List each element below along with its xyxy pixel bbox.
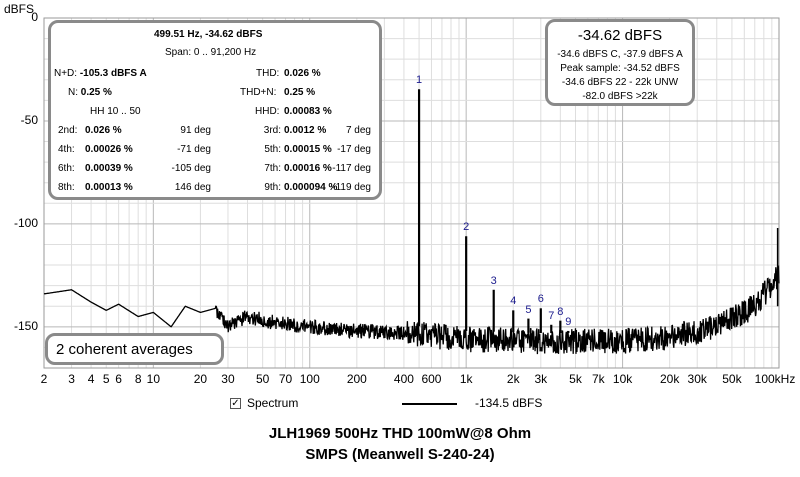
- x-tick-label: 2: [40, 372, 48, 386]
- x-tick-label: 5: [102, 372, 110, 386]
- harmonic-marker-label: 8: [557, 305, 564, 318]
- chart-title-line-1: JLH1969 500Hz THD 100mW@8 Ohm: [268, 425, 532, 442]
- n-row: N: 0.25 %: [68, 87, 112, 98]
- level-line-3: -34.6 dBFS 22 - 22k UNW: [561, 77, 679, 88]
- harmonic-cell: 4th:: [58, 144, 75, 155]
- harmonic-cell: -117 deg: [332, 163, 371, 174]
- harmonic-marker-label: 6: [537, 293, 544, 306]
- level-main: -34.62 dBFS: [577, 27, 663, 44]
- hhd-value: 0.00083 %: [284, 106, 332, 117]
- harmonic-marker-label: 7: [548, 309, 555, 322]
- x-tick-label: 100: [299, 372, 320, 386]
- y-tick-label: -150: [13, 318, 38, 333]
- legend-label: Spectrum: [247, 396, 299, 410]
- harmonic-cell: -105 deg: [171, 163, 211, 174]
- chart-title-line-2: SMPS (Meanwell S-240-24): [305, 446, 495, 463]
- x-tick-label: 10: [146, 372, 161, 386]
- thd-value: 0.026 %: [284, 68, 321, 79]
- x-tick-label: 30: [221, 372, 235, 386]
- hh-label: HH 10 .. 50: [90, 106, 141, 117]
- harmonic-marker-label: 5: [525, 303, 532, 316]
- harmonic-cell: 0.0012 %: [284, 125, 327, 136]
- harmonic-cell: 0.00015 %: [284, 144, 332, 155]
- harmonic-cell: 7th:: [264, 163, 281, 174]
- x-tick-label: 10k: [612, 372, 633, 386]
- harmonic-cell: -119 deg: [332, 182, 371, 193]
- harmonic-cell: 3rd:: [263, 125, 281, 136]
- x-tick-label: 200: [346, 372, 367, 386]
- info-span: Span: 0 .. 91,200 Hz: [165, 47, 257, 58]
- harmonic-cell: 91 deg: [180, 125, 211, 136]
- harmonic-cell: 146 deg: [174, 182, 211, 193]
- x-tick-label: 7k: [592, 372, 605, 386]
- harmonic-marker-label: 9: [565, 315, 572, 328]
- x-tick-label: 1k: [459, 372, 473, 386]
- x-tick-label: 4: [87, 372, 95, 386]
- x-tick-label: 5k: [569, 372, 582, 386]
- x-tick-label: 3k: [534, 372, 548, 386]
- hhd-label: HHD:: [255, 106, 280, 117]
- spectrum-checkbox[interactable]: ✓: [230, 397, 241, 409]
- x-tick-label: 20k: [659, 372, 680, 386]
- harmonic-marker-label: 3: [490, 274, 497, 287]
- y-tick-label: -100: [13, 215, 38, 230]
- thdn-value: 0.25 %: [284, 87, 316, 98]
- legend-line-swatch: [402, 403, 457, 405]
- thd-label: THD:: [256, 68, 280, 79]
- x-tick-label: 50k: [722, 372, 742, 386]
- x-tick-label: 2k: [506, 372, 520, 386]
- harmonic-cell: 0.026 %: [85, 125, 122, 136]
- y-tick-label: -50: [20, 112, 38, 127]
- level-line-4: -82.0 dBFS >22k: [582, 91, 658, 102]
- thdn-label: THD+N:: [240, 87, 277, 98]
- info-header: 499.51 Hz, -34.62 dBFS: [154, 29, 263, 40]
- x-tick-label: 600: [421, 372, 442, 386]
- x-tick-label: 100kHz: [754, 372, 796, 386]
- harmonic-cell: 0.00026 %: [85, 144, 133, 155]
- spectrum-line: [43, 264, 780, 355]
- plot-area-frame: [43, 17, 780, 369]
- x-tick-label: 20: [193, 372, 208, 386]
- harmonic-cell: -71 deg: [177, 144, 211, 155]
- harmonic-cell: 0.00013 %: [85, 182, 133, 193]
- spectrum-trace: [43, 89, 780, 355]
- harmonic-marker-label: 1: [416, 74, 423, 87]
- harmonic-cell: 2nd:: [58, 125, 78, 136]
- x-tick-label: 400: [393, 372, 414, 386]
- measurement-info-box: 499.51 Hz, -34.62 dBFS Span: 0 .. 91,200…: [48, 20, 382, 200]
- x-tick-label: 70: [278, 372, 293, 386]
- harmonic-cell: 0.000094 %: [284, 182, 338, 193]
- x-tick-label: 50: [255, 372, 270, 386]
- harmonic-marker-label: 2: [463, 221, 470, 234]
- level-info-box: -34.62 dBFS -34.6 dBFS C, -37.9 dBFS A P…: [545, 19, 695, 106]
- x-tick-label: 6: [115, 372, 122, 386]
- x-tick-label: 3: [68, 372, 75, 386]
- x-tick-label: 8: [134, 372, 142, 386]
- level-line-2: Peak sample: -34.52 dBFS: [560, 63, 680, 74]
- nd-row: N+D: -105.3 dBFS A: [54, 68, 147, 79]
- harmonic-cell: 0.00039 %: [85, 163, 133, 174]
- averages-text: 2 coherent averages: [56, 341, 193, 358]
- y-tick-label: 0: [31, 10, 38, 24]
- legend-value: -134.5 dBFS: [475, 396, 543, 410]
- x-tick-label: 30k: [687, 372, 707, 386]
- harmonic-cell: 9th:: [264, 182, 281, 193]
- harmonic-cell: 8th:: [58, 182, 75, 193]
- harmonic-cell: 0.00016 %: [284, 163, 332, 174]
- harmonic-cell: 7 deg: [345, 125, 371, 136]
- level-line-1: -34.6 dBFS C, -37.9 dBFS A: [557, 49, 683, 60]
- harmonic-cell: -17 deg: [337, 144, 371, 155]
- legend-spectrum[interactable]: ✓ Spectrum: [230, 396, 298, 410]
- harmonic-cell: 6th:: [58, 163, 75, 174]
- harmonic-cell: 5th:: [264, 144, 281, 155]
- y-axis-title: dBFS: [4, 2, 35, 16]
- averages-box: 2 coherent averages: [45, 333, 224, 365]
- harmonic-marker-label: 4: [510, 295, 517, 308]
